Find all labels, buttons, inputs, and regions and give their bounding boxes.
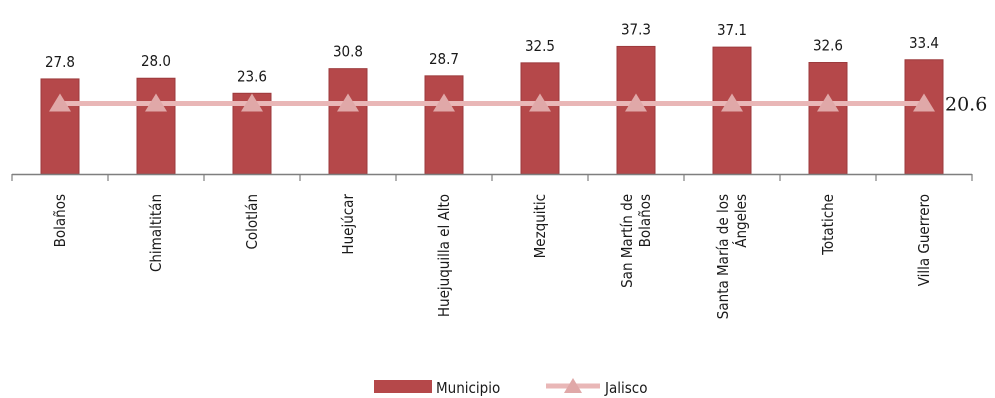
jalisco-marker-7 <box>721 93 743 112</box>
jalisco-value-label: 20.6 <box>945 94 987 116</box>
category-label-line: San Martín de <box>618 194 636 288</box>
category-label-line: Santa María de los <box>714 194 732 319</box>
category-label-6: San Martín de Bolaños <box>618 194 654 288</box>
bar-8 <box>808 62 848 175</box>
bar-9 <box>904 59 944 175</box>
value-label-8: 32.6 <box>813 37 843 55</box>
bar-5 <box>520 62 560 175</box>
category-label-0: Bolaños <box>51 194 69 247</box>
value-label-0: 27.8 <box>45 53 75 71</box>
category-label-line: Bolaños <box>51 194 69 247</box>
value-label-1: 28.0 <box>141 52 171 70</box>
legend-label-jalisco: Jalisco <box>604 379 647 397</box>
jalisco-marker-4 <box>433 93 455 112</box>
value-label-9: 33.4 <box>909 34 939 52</box>
category-label-9: Villa Guerrero <box>915 194 933 286</box>
category-label-4: Huejuquilla el Alto <box>435 194 453 317</box>
legend-label-municipio: Municipio <box>436 379 500 397</box>
bar-3 <box>328 68 368 175</box>
jalisco-marker-0 <box>49 93 71 112</box>
jalisco-marker-9 <box>913 93 935 112</box>
category-label-line: Villa Guerrero <box>915 194 933 286</box>
value-label-5: 32.5 <box>525 37 555 55</box>
category-label-line: Huejuquilla el Alto <box>435 194 453 317</box>
category-label-5: Mezquitic <box>531 194 549 258</box>
legend-swatch-municipio <box>374 380 432 393</box>
jalisco-marker-5 <box>529 93 551 112</box>
jalisco-marker-2 <box>241 93 263 112</box>
category-label-line: Huejúcar <box>339 194 357 255</box>
jalisco-marker-3 <box>337 93 359 112</box>
category-label-line: Ángeles <box>731 194 750 248</box>
legend-swatch-jalisco-marker <box>564 378 582 393</box>
jalisco-marker-6 <box>625 93 647 112</box>
x-axis <box>11 173 973 181</box>
bar-1 <box>136 77 176 175</box>
category-labels-layer: Bolaños Chimaltitán Colotlán Huejúcar Huejuq… <box>51 194 933 320</box>
category-label-line: Colotlán <box>243 194 261 250</box>
category-label-line: Chimaltitán <box>147 194 165 272</box>
category-label-line: Mezquitic <box>531 194 549 258</box>
value-label-2: 23.6 <box>237 67 267 85</box>
category-label-line: Bolaños <box>636 194 654 247</box>
jalisco-marker-1 <box>145 93 167 112</box>
bars-layer <box>40 45 944 175</box>
value-label-4: 28.7 <box>429 50 459 68</box>
category-label-8: Totatiche <box>819 194 837 256</box>
category-label-3: Huejúcar <box>339 194 357 255</box>
value-label-3: 30.8 <box>333 43 363 61</box>
value-label-7: 37.1 <box>717 21 747 39</box>
category-label-2: Colotlán <box>243 194 261 250</box>
jalisco-line-layer: 20.6 <box>49 93 987 116</box>
category-label-7: Santa María de los Ángeles <box>714 194 750 319</box>
legend: Municipio Jalisco <box>374 378 647 397</box>
bar-0 <box>40 78 80 175</box>
jalisco-marker-8 <box>817 93 839 112</box>
value-labels-layer: 27.8 28.0 23.6 30.8 28.7 32.5 37.3 37.1 32.6 33.4 <box>45 20 939 85</box>
value-label-6: 37.3 <box>621 20 651 38</box>
category-label-line: Totatiche <box>819 194 837 256</box>
category-label-1: Chimaltitán <box>147 194 165 272</box>
bar-4 <box>424 75 464 175</box>
